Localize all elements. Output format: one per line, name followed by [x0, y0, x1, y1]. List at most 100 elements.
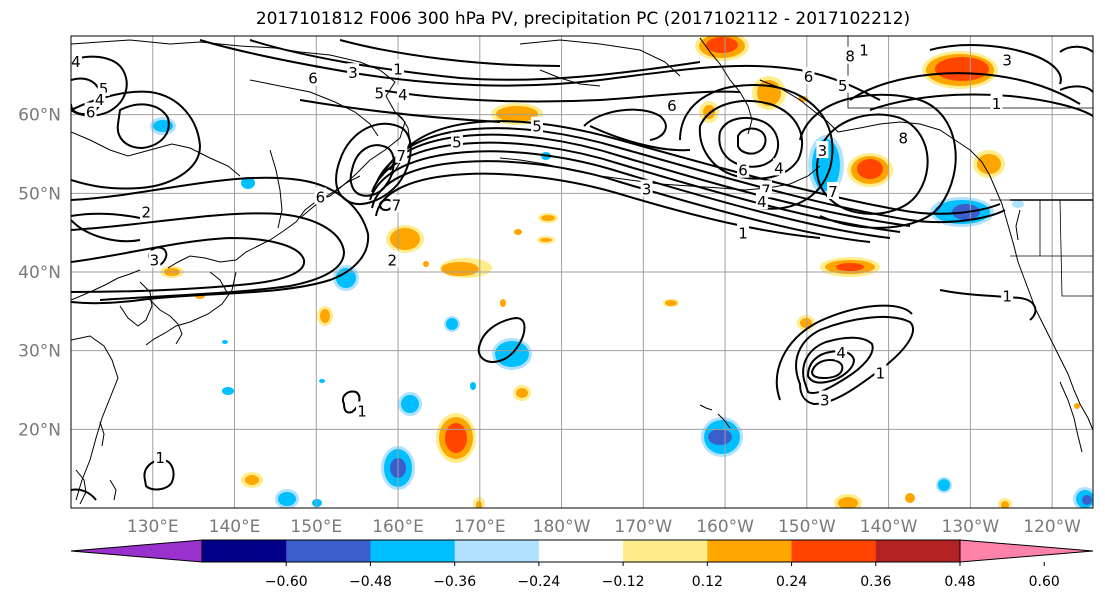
- colorbar: −0.60 −0.48 −0.36 −0.24 −0.12 0.12 0.24 0.36 0.4…: [70, 539, 1094, 590]
- gridlines: [71, 36, 1093, 508]
- precip-blob-negative: [1073, 487, 1093, 508]
- contour-label: 3: [1002, 52, 1012, 70]
- longitude-label: 150°W: [778, 517, 836, 537]
- contour-label-background: [737, 223, 750, 241]
- contour-label: 4: [398, 86, 408, 104]
- precipitation-anomaly-layer: [150, 36, 1093, 508]
- contour-label: 1: [357, 402, 367, 420]
- colorbar-under-extension: [70, 539, 203, 563]
- contour-label: 1: [992, 95, 1002, 113]
- map-panel: 4546236315457672566581316364874713143111: [70, 35, 1094, 509]
- longitude-label: 140°W: [860, 517, 918, 537]
- precip-blob-positive: [752, 76, 786, 110]
- contour-label: 1: [1002, 288, 1012, 306]
- contour-label-background: [386, 250, 399, 268]
- contour-label-background: [347, 63, 360, 81]
- figure-title: 2017101812 F006 300 hPa PV, precipitatio…: [256, 9, 910, 29]
- contour-label: 5: [838, 77, 848, 95]
- longitude-label: 120°W: [1023, 517, 1081, 537]
- precip-blob-positive: [241, 472, 263, 488]
- contour-label-background: [356, 401, 369, 419]
- colorbar-tick-label: −0.60: [265, 574, 308, 590]
- precip-blob-positive: [905, 493, 915, 503]
- contour-label: 2: [388, 251, 398, 269]
- contour-label: 3: [820, 391, 830, 409]
- precip-blob-positive: [386, 225, 424, 253]
- colorbar-segments: [70, 539, 1094, 563]
- colorbar-segment: [875, 540, 961, 562]
- contour-label-background: [307, 68, 320, 86]
- longitude-label: 160°E: [372, 517, 424, 537]
- contour-label: 1: [859, 41, 869, 59]
- colorbar-segment: [454, 540, 540, 562]
- precip-blob-positive: [500, 299, 506, 307]
- contour-label: 3: [150, 251, 160, 269]
- colorbar-segment: [538, 540, 624, 562]
- latitude-label: 50°N: [18, 184, 61, 204]
- contour-label: 3: [642, 181, 652, 199]
- contour-label: 7: [392, 196, 402, 214]
- contour-label-background: [802, 67, 815, 85]
- precip-blob-negative: [701, 417, 743, 457]
- precip-blob-negative: [444, 316, 460, 332]
- colorbar-tick-label: −0.36: [433, 574, 476, 590]
- contour-label: 5: [374, 85, 384, 103]
- contour-label-background: [1001, 286, 1014, 304]
- contour-label: 1: [876, 365, 886, 383]
- contour-label: 5: [452, 133, 462, 151]
- map-content: 4546236315457672566581316364874713143111: [71, 36, 1093, 508]
- contour-label-background: [990, 93, 1003, 111]
- colorbar-segment: [286, 540, 371, 562]
- contour-label-background: [737, 160, 750, 178]
- contour-label-background: [531, 116, 544, 134]
- contour-label: 4: [774, 159, 784, 177]
- contour-label: 6: [667, 97, 677, 115]
- precip-blob-positive: [699, 101, 719, 123]
- contour-label: 6: [804, 68, 814, 86]
- contour-label: 6: [738, 162, 748, 180]
- precip-blob-positive: [423, 261, 429, 267]
- contour-label: 4: [95, 91, 105, 109]
- precip-blob-negative: [312, 499, 322, 507]
- contour-label-background: [773, 158, 786, 176]
- contour-label-background: [665, 96, 678, 114]
- colorbar-outline: [201, 539, 961, 563]
- latitude-label: 40°N: [18, 263, 61, 283]
- pv-contours: [71, 39, 1093, 501]
- longitude-label: 140°E: [209, 517, 261, 537]
- contour-label-background: [897, 128, 910, 146]
- contour-label: 3: [348, 64, 358, 82]
- contour-label-background: [392, 59, 405, 77]
- contour-label: 1: [738, 225, 748, 243]
- colorbar-tick-label: 0.24: [776, 574, 807, 590]
- contour-label: 8: [845, 48, 855, 66]
- contour-label-background: [84, 102, 97, 120]
- contour-label-background: [755, 192, 768, 210]
- contour-label-background: [140, 202, 153, 220]
- contour-label: 4: [71, 53, 81, 71]
- contour-label-background: [827, 181, 840, 199]
- precip-blob-positive: [847, 153, 893, 187]
- longitude-label: 150°E: [290, 517, 342, 537]
- colorbar-tick-label: −0.48: [349, 574, 392, 590]
- precip-blob-positive: [973, 150, 1005, 178]
- contour-label: 5: [532, 118, 542, 136]
- precip-blob-positive: [1074, 403, 1080, 409]
- precip-blob-negative: [241, 177, 255, 189]
- contour-label: 6: [316, 188, 326, 206]
- contour-label: 4: [836, 344, 846, 362]
- contour-label-background: [148, 250, 161, 268]
- longitude-label: 160°W: [696, 517, 754, 537]
- contour-label: 1: [393, 60, 403, 78]
- precip-blob-positive: [834, 494, 862, 508]
- precip-blob-negative: [222, 340, 228, 344]
- contour-label-background: [858, 40, 871, 58]
- contour-label-background: [836, 75, 849, 93]
- colorbar-tick-label: 0.48: [944, 574, 975, 590]
- contour-label: 5: [99, 80, 109, 98]
- colorbar-segment: [707, 540, 793, 562]
- longitude-label: 130°E: [127, 517, 179, 537]
- precip-blob-positive: [663, 299, 679, 307]
- contour-label: 7: [828, 183, 838, 201]
- contour-label-background: [395, 145, 408, 163]
